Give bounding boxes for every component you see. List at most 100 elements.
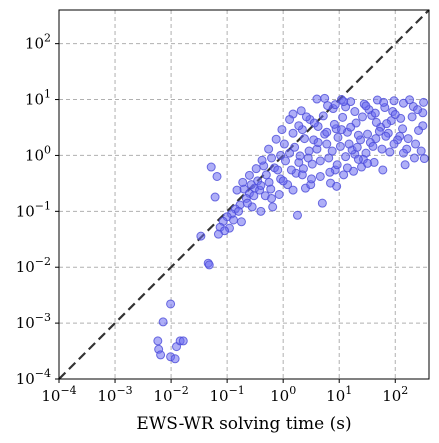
- y-tick-label-4: 100: [25, 143, 51, 164]
- data-point-144: [413, 105, 423, 115]
- data-point-139: [374, 126, 384, 136]
- data-point-133: [324, 153, 334, 163]
- data-point-141: [390, 109, 400, 119]
- data-point-10: [196, 231, 206, 241]
- data-point-14: [210, 192, 220, 202]
- data-point-140: [382, 119, 392, 129]
- data-point-154: [379, 97, 389, 107]
- data-point-63: [333, 132, 343, 142]
- data-point-158: [277, 125, 287, 135]
- data-point-181: [398, 148, 408, 158]
- data-point-35: [296, 106, 306, 116]
- data-point-164: [238, 177, 248, 187]
- data-point-105: [377, 144, 387, 154]
- data-point-115: [280, 156, 290, 166]
- data-point-171: [313, 138, 323, 148]
- data-point-100: [405, 95, 415, 105]
- data-point-84: [267, 153, 277, 163]
- data-point-191: [278, 176, 288, 186]
- data-point-2: [153, 336, 163, 346]
- y-tick-label-6: 102: [25, 32, 51, 53]
- data-point-163: [244, 170, 254, 180]
- data-point-107: [353, 130, 363, 140]
- data-point-186: [325, 167, 335, 177]
- data-point-172: [322, 127, 332, 137]
- data-point-119: [249, 191, 259, 201]
- data-point-126: [256, 206, 266, 216]
- data-point-155: [285, 114, 295, 124]
- data-point-6: [170, 354, 180, 364]
- data-point-55: [339, 170, 349, 180]
- data-point-121: [234, 206, 244, 216]
- plot-frame: [58, 9, 430, 380]
- data-point-170: [304, 146, 314, 156]
- data-point-114: [290, 142, 300, 152]
- data-point-120: [242, 198, 252, 208]
- data-point-71: [261, 170, 271, 180]
- data-point-177: [363, 129, 373, 139]
- y-axis-ticks: 10−4 10−3 10−2 10−1 100 101 102: [16, 32, 59, 388]
- data-point-73: [246, 180, 256, 190]
- data-point-1: [158, 317, 168, 327]
- data-point-152: [361, 101, 371, 111]
- data-point-118: [256, 180, 266, 190]
- x-tick-label-4: 100: [270, 384, 296, 405]
- data-point-159: [271, 134, 281, 144]
- data-point-101: [414, 125, 424, 135]
- data-point-90: [327, 146, 337, 156]
- y-tick-label-0: 10−4: [16, 367, 51, 388]
- data-point-179: [381, 131, 391, 141]
- data-point-112: [309, 118, 319, 128]
- data-point-187: [315, 171, 325, 181]
- data-point-91: [335, 141, 345, 151]
- data-point-15: [212, 171, 222, 181]
- data-point-183: [363, 158, 373, 168]
- x-tick-label-6: 102: [382, 384, 408, 405]
- data-point-13: [206, 162, 216, 172]
- data-point-9: [178, 336, 188, 346]
- data-point-175: [344, 139, 354, 149]
- data-point-162: [251, 164, 261, 174]
- x-tick-label-3: 10−1: [209, 384, 244, 405]
- data-point-68: [285, 148, 295, 158]
- data-point-149: [339, 97, 349, 107]
- data-point-161: [257, 155, 267, 165]
- data-point-148: [320, 93, 330, 103]
- data-point-46: [419, 154, 429, 164]
- data-point-151: [350, 107, 360, 117]
- data-point-42: [389, 96, 399, 106]
- data-point-4: [156, 350, 166, 360]
- x-tick-label-1: 10−3: [97, 384, 132, 405]
- data-point-146: [416, 146, 426, 156]
- data-point-0: [166, 299, 176, 309]
- data-point-21: [267, 193, 277, 203]
- data-point-60: [378, 165, 388, 175]
- data-point-184: [353, 154, 363, 164]
- data-point-111: [318, 111, 328, 121]
- data-point-143: [403, 134, 413, 144]
- data-point-188: [306, 174, 316, 184]
- data-point-94: [357, 112, 367, 122]
- data-point-64: [322, 139, 332, 149]
- data-point-12: [204, 260, 214, 270]
- data-point-142: [398, 124, 408, 134]
- data-point-102: [407, 112, 417, 122]
- data-point-132: [315, 156, 325, 166]
- y-tick-label-3: 10−1: [16, 199, 51, 220]
- data-point-85: [279, 139, 289, 149]
- y-tick-label-2: 10−2: [16, 255, 51, 276]
- data-point-169: [295, 151, 305, 161]
- data-point-173: [329, 119, 339, 129]
- data-point-147: [312, 94, 322, 104]
- data-point-22: [274, 190, 284, 199]
- data-point-48: [411, 139, 421, 149]
- data-point-180: [389, 139, 399, 149]
- data-point-190: [288, 185, 298, 195]
- data-point-145: [419, 97, 429, 107]
- data-point-178: [371, 117, 381, 127]
- data-point-113: [299, 134, 309, 144]
- data-point-23: [292, 210, 302, 220]
- data-point-86: [288, 128, 298, 138]
- data-point-166: [266, 184, 276, 194]
